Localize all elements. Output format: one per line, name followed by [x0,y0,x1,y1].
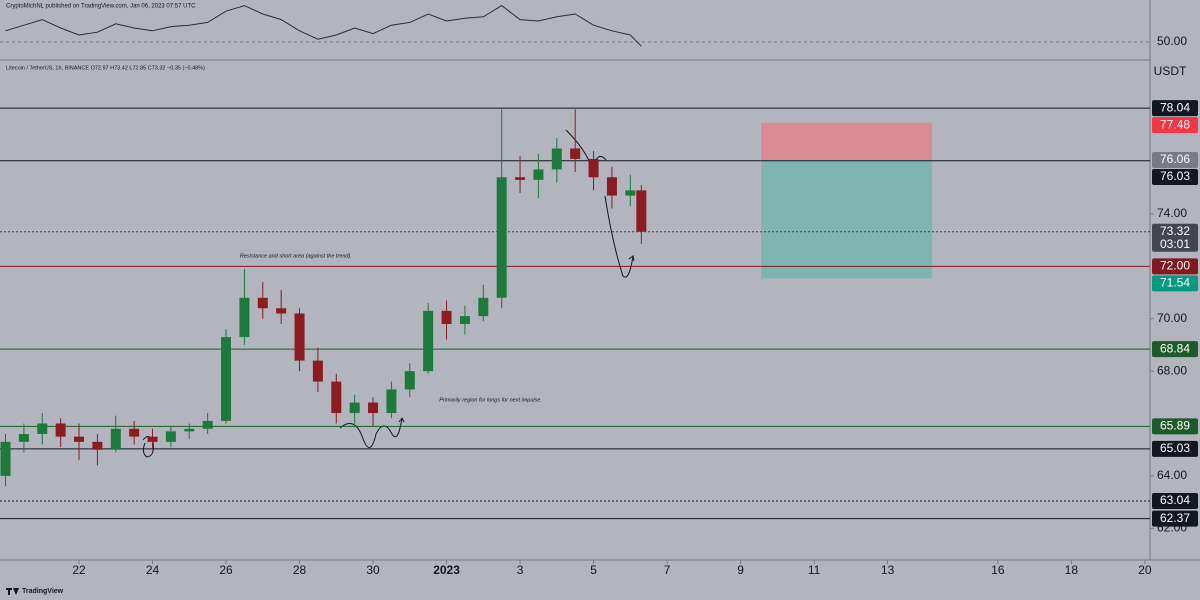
candle-body [312,360,323,382]
candle-body [165,431,176,442]
rsi-line [5,4,642,47]
symbol-line: Litecoin / TetherUS, 1h, BINANCE O72.97 … [6,65,205,71]
candle-body [386,389,397,414]
candle-body [184,428,195,432]
candle-body [459,316,470,324]
candle-body [37,423,48,434]
candle-body [625,190,636,196]
candle-body [404,371,415,390]
candle-body [636,190,647,232]
candle-body [294,313,305,361]
y-tick-label: 68.00 [1157,363,1187,377]
drawing [142,436,154,458]
candle-body [147,436,158,442]
price-label: 73.32 [1160,224,1190,238]
position-loss [761,122,933,160]
candle-body [423,310,434,372]
candle-body [74,436,85,442]
candle-body [202,420,213,429]
price-label: 63.04 [1160,493,1190,507]
price-label: 65.89 [1160,419,1190,433]
price-label-bg [1152,168,1198,185]
candle-body [570,148,581,159]
candle-body [239,297,250,338]
position-profit [761,159,933,279]
x-tick-label: 28 [293,563,307,577]
y-tick-label: 70.00 [1157,311,1187,325]
candle-body [92,441,103,450]
x-tick-label: 5 [590,563,597,577]
x-tick-label: 16 [991,563,1005,577]
price-label-bg [1152,418,1198,435]
y-tick-label: 64.00 [1157,468,1187,482]
price-label: 72.00 [1160,259,1190,273]
candle-body [478,297,489,317]
y-tick-label: 74.00 [1157,206,1187,220]
logo [6,588,19,595]
candle-body [515,177,526,180]
candle-body [533,169,544,180]
price-label-bg [1152,440,1198,457]
candle-body [368,402,379,414]
candle-body [18,433,29,442]
price-label-bg [1152,275,1198,292]
price-label-bg [1152,151,1198,168]
x-tick-label: 9 [737,563,744,577]
price-label-bg [1152,341,1198,358]
x-tick-label: 18 [1065,563,1079,577]
candle-body [276,308,287,314]
x-tick-label: 20 [1138,563,1152,577]
x-tick-label: 11 [808,563,821,577]
candle-body [55,423,66,437]
price-label-bg [1152,510,1198,527]
x-tick-label: 26 [219,563,233,577]
price-label: 68.84 [1160,341,1190,355]
annotation: Primarily region for longs for next impu… [439,397,542,403]
candle-body [0,441,11,476]
price-label: 71.54 [1160,276,1190,290]
header: CryptoMichNL published on TradingView.co… [6,4,196,10]
x-tick-label: 7 [664,563,671,577]
footer: TradingView [22,588,64,595]
drawing [339,417,405,448]
candle-body [110,428,121,450]
countdown: 03:01 [1160,237,1190,251]
price-label: 76.03 [1160,169,1190,183]
x-tick-label: 24 [146,563,160,577]
x-tick-label: 22 [72,563,86,577]
price-label-bg [1152,493,1198,510]
annotation: Resistance and short area (against the t… [240,253,352,259]
y-tick-label: 50.00 [1157,34,1187,48]
x-tick-label: 3 [517,563,524,577]
candle-body [129,428,140,437]
price-label: 76.06 [1160,152,1190,166]
x-tick-label: 2023 [433,563,460,577]
candle-body [606,177,617,196]
candle-body [441,310,452,324]
price-label-bg [1152,100,1198,117]
price-label: 77.48 [1160,117,1190,131]
x-tick-label: 30 [366,563,380,577]
price-label: 62.37 [1160,511,1190,525]
x-tick-label: 13 [881,563,895,577]
price-label: 78.04 [1160,100,1190,114]
candle-body [496,177,507,298]
candle-body [331,381,342,414]
price-label-bg [1152,223,1198,252]
candle-body [221,337,232,421]
price-label: 65.03 [1160,441,1190,455]
currency: USDT [1154,64,1187,78]
price-label-bg [1152,258,1198,275]
price-label-bg [1152,117,1198,134]
candle-body [588,158,599,178]
candle-body [349,402,360,414]
candle-body [257,297,268,309]
candle-body [551,148,562,170]
